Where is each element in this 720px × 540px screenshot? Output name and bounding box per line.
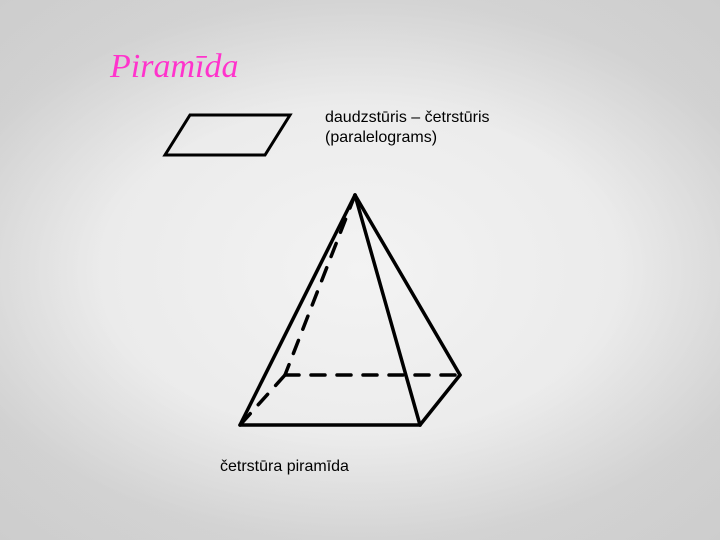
- parallelogram-shape: [160, 105, 300, 165]
- slide-title: Piramīda: [110, 48, 238, 86]
- top-label-line2: (paralelograms): [325, 129, 437, 146]
- bottom-label: četrstūra piramīda: [220, 458, 349, 476]
- top-label-line1: daudzstūris – četrstūris: [325, 109, 490, 126]
- top-label: daudzstūris – četrstūris (paralelograms): [325, 108, 490, 148]
- parallelogram-polygon: [165, 115, 290, 155]
- pyramid-shape: [215, 185, 475, 440]
- slide: Piramīda daudzstūris – četrstūris (paral…: [0, 0, 720, 540]
